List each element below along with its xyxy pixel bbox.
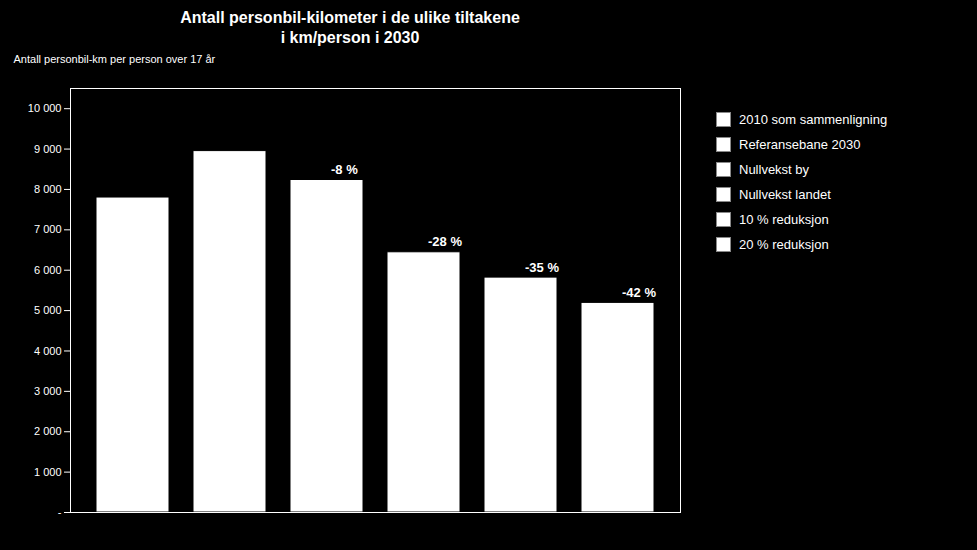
svg-text:1 000: 1 000	[34, 466, 62, 478]
svg-text:4 000: 4 000	[34, 344, 62, 356]
html-text:Nullvekst by: Nullvekst by	[739, 162, 810, 177]
html-text:Antall personbil-kilometer i d: Antall personbil-kilometer i de ulike ti…	[180, 9, 520, 46]
svg-text:5 000: 5 000	[34, 304, 62, 316]
svg-text:-42 %: -42 %	[622, 285, 656, 300]
html-text:10 % reduksjon: 10 % reduksjon	[739, 212, 829, 227]
html-text:Nullvekst landet: Nullvekst landet	[739, 187, 831, 202]
svg-text:-35 %: -35 %	[525, 260, 559, 275]
svg-text:Antall personbil-km per person: Antall personbil-km per person over 17 å…	[14, 53, 216, 65]
svg-text:10 000: 10 000	[28, 102, 62, 114]
svg-text:2 000: 2 000	[34, 425, 62, 437]
svg-text:3 000: 3 000	[34, 385, 62, 397]
svg-text:6 000: 6 000	[34, 264, 62, 276]
svg-text:-28 %: -28 %	[428, 234, 462, 249]
html-text:Referansebane 2030: Referansebane 2030	[739, 137, 861, 152]
svg-text:7 000: 7 000	[34, 223, 62, 235]
svg-text:8 000: 8 000	[34, 183, 62, 195]
svg-text:9 000: 9 000	[34, 143, 62, 155]
svg-text:-: -	[58, 506, 62, 518]
html-text:20 % reduksjon: 20 % reduksjon	[739, 237, 829, 252]
html-text:2010 som sammenligning: 2010 som sammenligning	[739, 112, 888, 127]
svg-text:-8 %: -8 %	[331, 162, 358, 177]
